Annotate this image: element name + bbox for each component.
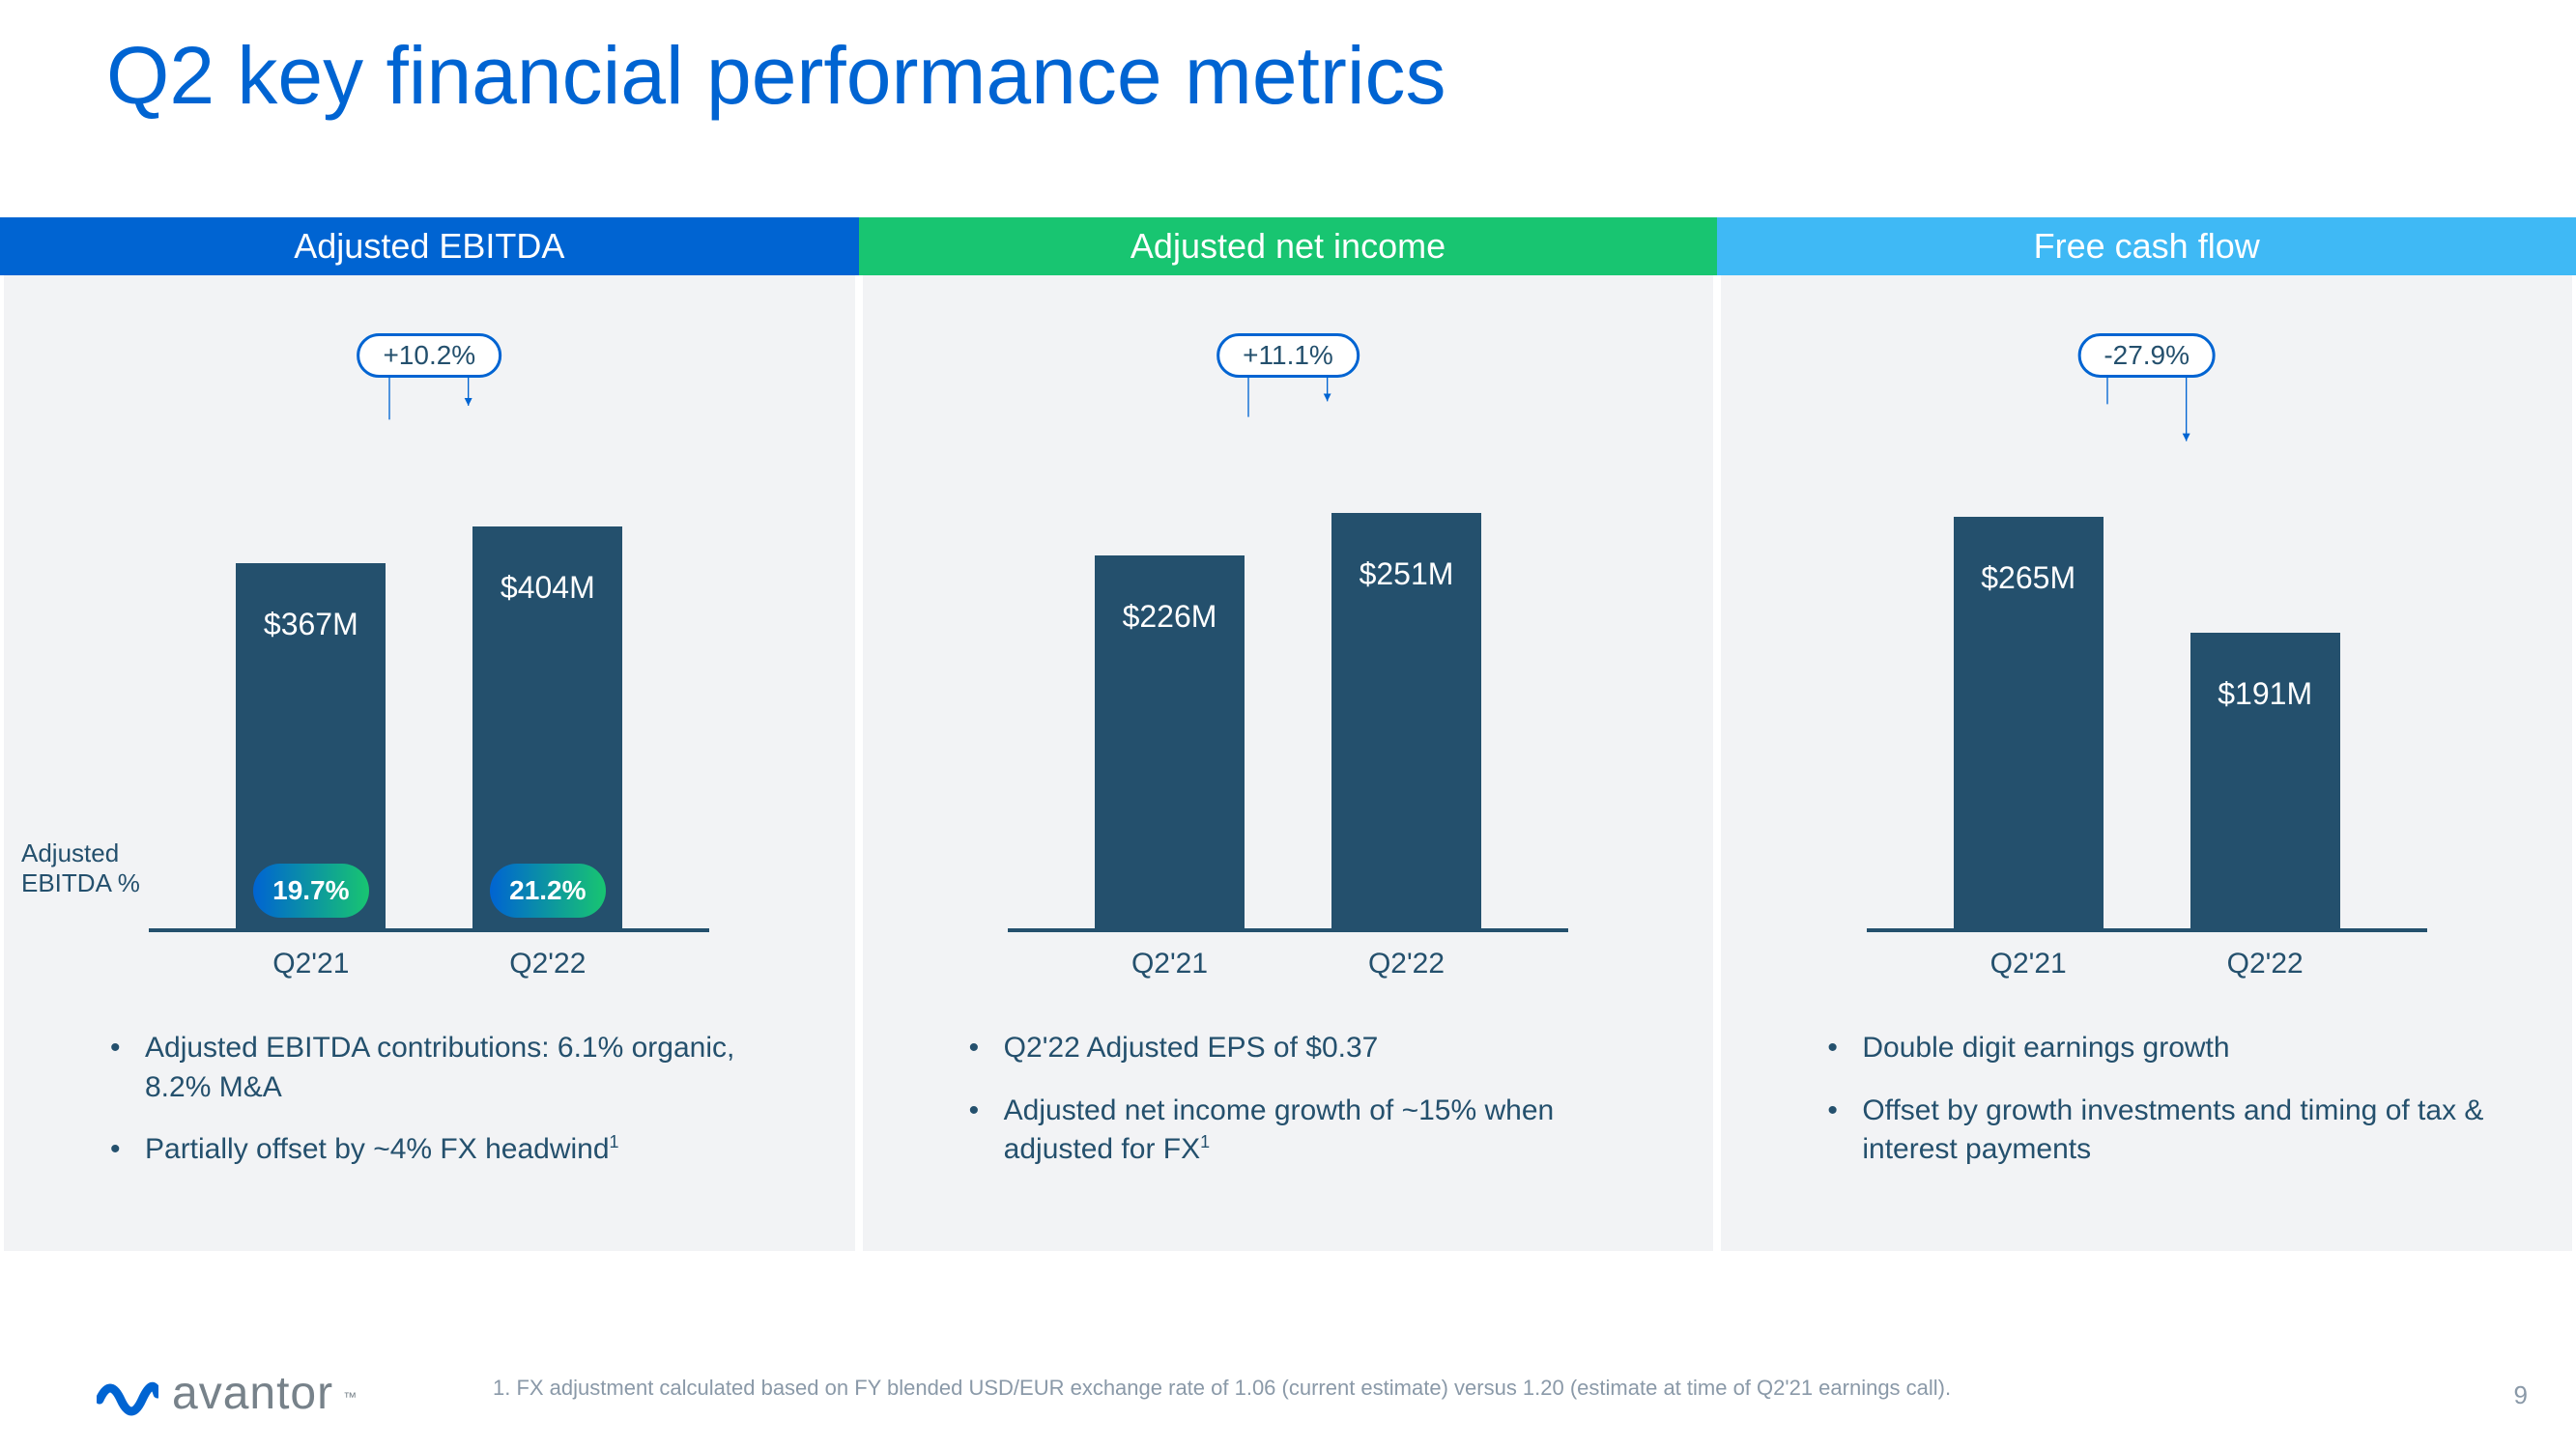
bar-value: $367M xyxy=(264,607,358,642)
trademark-icon: ™ xyxy=(343,1389,357,1405)
bar: $251M xyxy=(1331,513,1481,932)
x-axis-label: Q2'21 xyxy=(1954,948,2104,980)
x-axis-label: Q2'22 xyxy=(2190,948,2340,980)
bullet-item: Adjusted EBITDA contributions: 6.1% orga… xyxy=(110,1029,797,1107)
percent-pill: 19.7% xyxy=(253,864,369,918)
bar: $191M xyxy=(2190,633,2340,932)
bar: $404M 21.2% xyxy=(472,526,622,932)
x-axis-label: Q2'21 xyxy=(236,948,386,980)
bar-pair: -27.9%$265M$191M xyxy=(1925,411,2369,932)
bullet-item: Q2'22 Adjusted EPS of $0.37 xyxy=(969,1029,1656,1068)
bar: $367M 19.7% xyxy=(236,563,386,932)
bar-value: $265M xyxy=(1981,560,2075,596)
x-axis-label: Q2'22 xyxy=(1331,948,1481,980)
panel-header-free-cash-flow: Free cash flow xyxy=(1717,217,2576,275)
chart-area: Q2'21 Q2'22 +10.2% $367M 19.7% $404M 21.2% Adju… xyxy=(4,275,855,990)
panel-ebitda: Q2'21 Q2'22 +10.2% $367M 19.7% $404M 21.2% Adju… xyxy=(4,275,855,1251)
bullet-list: Adjusted EBITDA contributions: 6.1% orga… xyxy=(110,1029,797,1193)
chart-area: Q2'21 Q2'22 +11.1% $226M $251M xyxy=(863,275,1714,990)
bar-pair: +11.1%$226M$251M xyxy=(1066,411,1510,932)
bullet-item: Offset by growth investments and timing … xyxy=(1827,1092,2514,1170)
x-axis-label: Q2'22 xyxy=(472,948,622,980)
panel-header-row: Adjusted EBITDA Adjusted net income Free… xyxy=(0,217,2576,275)
x-axis xyxy=(149,928,709,932)
panel-free-cash-flow: Q2'21 Q2'22 -27.9% $265M $191M Double digit e… xyxy=(1721,275,2572,1251)
page-number: 9 xyxy=(2514,1380,2528,1410)
bullet-item: Adjusted net income growth of ~15% when … xyxy=(969,1092,1656,1170)
bar-value: $251M xyxy=(1360,556,1454,592)
panel-net-income: Q2'21 Q2'22 +11.1% $226M $251M Q2'22 Adjusted… xyxy=(863,275,1714,1251)
panel-header-ebitda: Adjusted EBITDA xyxy=(0,217,859,275)
bullet-item: Double digit earnings growth xyxy=(1827,1029,2514,1068)
wave-icon xyxy=(97,1371,158,1417)
bar-pair: +10.2%$367M19.7%$404M21.2% xyxy=(207,411,651,932)
x-axis-label: Q2'21 xyxy=(1095,948,1245,980)
bar: $265M xyxy=(1954,517,2104,932)
slide-root: Q2 key financial performance metrics Adj… xyxy=(0,0,2576,1449)
bullet-item: Partially offset by ~4% FX headwind1 xyxy=(110,1130,797,1170)
bar-value: $404M xyxy=(501,570,595,606)
bullet-list: Q2'22 Adjusted EPS of $0.37 Adjusted net … xyxy=(969,1029,1656,1193)
bar-value: $226M xyxy=(1123,599,1217,635)
bar: $226M xyxy=(1095,555,1245,932)
delta-label: +10.2% xyxy=(357,333,501,378)
delta-label: +11.1% xyxy=(1216,333,1360,378)
side-label: AdjustedEBITDA % xyxy=(21,838,140,898)
x-axis xyxy=(1867,928,2427,932)
x-axis xyxy=(1008,928,1568,932)
panels-container: Q2'21 Q2'22 +10.2% $367M 19.7% $404M 21.2% Adju… xyxy=(0,275,2576,1251)
footnote-text: 1. FX adjustment calculated based on FY … xyxy=(493,1376,2460,1401)
bullet-list: Double digit earnings growth Offset by gr… xyxy=(1827,1029,2514,1193)
page-title: Q2 key financial performance metrics xyxy=(106,29,1446,123)
percent-pill: 21.2% xyxy=(490,864,606,918)
bar-value: $191M xyxy=(2218,676,2312,712)
brand-logo: avantor ™ xyxy=(97,1367,357,1420)
delta-arrows xyxy=(207,353,651,546)
chart-area: Q2'21 Q2'22 -27.9% $265M $191M xyxy=(1721,275,2572,990)
footer: avantor ™ 1. FX adjustment calculated ba… xyxy=(0,1333,2576,1449)
brand-name: avantor xyxy=(172,1367,333,1420)
delta-label: -27.9% xyxy=(2077,333,2216,378)
panel-header-net-income: Adjusted net income xyxy=(859,217,1718,275)
